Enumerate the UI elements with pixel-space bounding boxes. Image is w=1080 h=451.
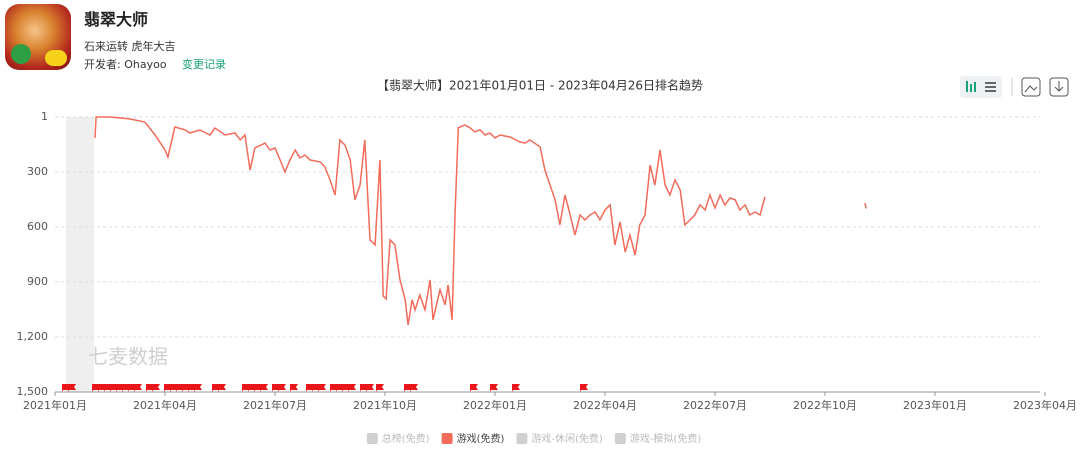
app-icon — [5, 4, 71, 70]
legend-item[interactable]: 游戏-休闲(免费) — [516, 432, 603, 445]
event-flag — [278, 384, 286, 392]
view-toggle[interactable] — [960, 76, 1002, 98]
x-tick-label: 2022年07月 — [683, 398, 747, 412]
event-flag — [490, 384, 498, 392]
legend-label: 总榜(免费) — [382, 432, 430, 445]
x-tick-label: 2021年07月 — [243, 398, 307, 412]
y-tick-label: 900 — [27, 275, 48, 288]
x-tick-label: 2021年10月 — [353, 398, 417, 412]
legend-swatch — [516, 433, 528, 444]
event-flag — [194, 384, 202, 392]
event-flag — [366, 384, 374, 392]
y-tick-label: 1,500 — [17, 385, 49, 398]
legend-item[interactable]: 游戏-模拟(免费) — [614, 432, 702, 445]
chart-title: 【翡翠大师】2021年01月01日 - 2023年04月26日排名趋势 — [377, 78, 703, 93]
event-flag — [348, 384, 356, 392]
x-tick-label: 2022年04月 — [573, 398, 637, 412]
y-tick-label: 1 — [41, 110, 48, 123]
legend-swatch — [366, 433, 378, 444]
x-tick-label: 2021年01月 — [23, 398, 87, 412]
x-tick-label: 2023年04月 — [1013, 398, 1077, 412]
rank-line — [94, 116, 867, 326]
shaded-period — [66, 117, 94, 392]
y-tick-label: 600 — [27, 220, 48, 233]
event-flag — [512, 384, 520, 392]
event-flag — [218, 384, 226, 392]
legend-item[interactable]: 总榜(免费) — [366, 432, 430, 445]
legend-label: 游戏(免费) — [457, 432, 505, 445]
legend-label: 游戏-休闲(免费) — [531, 432, 603, 445]
x-tick-label: 2022年01月 — [463, 398, 527, 412]
y-tick-label: 1,200 — [17, 330, 49, 343]
x-tick-label: 2021年04月 — [133, 398, 197, 412]
legend-swatch — [614, 433, 626, 444]
download-button[interactable] — [1049, 77, 1069, 97]
legend-swatch — [441, 433, 453, 444]
event-flag — [68, 384, 76, 392]
event-flag — [470, 384, 478, 392]
legend-item[interactable]: 游戏(免费) — [441, 432, 505, 445]
event-flag — [290, 384, 298, 392]
app-name: 翡翠大师 — [84, 10, 149, 29]
x-tick-label: 2022年10月 — [793, 398, 857, 412]
watermark: 七麦数据 — [88, 345, 168, 369]
legend-label: 游戏-模拟(免费) — [630, 432, 702, 445]
event-flag — [318, 384, 326, 392]
app-subtitle: 石来运转 虎年大吉 — [84, 40, 176, 53]
developer: 开发者: Ohayoo — [84, 58, 167, 71]
event-flags — [62, 384, 588, 392]
change-log-link[interactable]: 变更记录 — [182, 58, 226, 71]
save-image-button[interactable] — [1021, 77, 1041, 97]
event-flag — [376, 384, 384, 392]
toolbar — [960, 76, 1069, 98]
event-flag — [152, 384, 160, 392]
event-flag — [134, 384, 142, 392]
y-tick-label: 300 — [27, 165, 48, 178]
event-flag — [260, 384, 268, 392]
event-flag — [580, 384, 588, 392]
x-tick-label: 2023年01月 — [903, 398, 967, 412]
event-flag — [410, 384, 418, 392]
